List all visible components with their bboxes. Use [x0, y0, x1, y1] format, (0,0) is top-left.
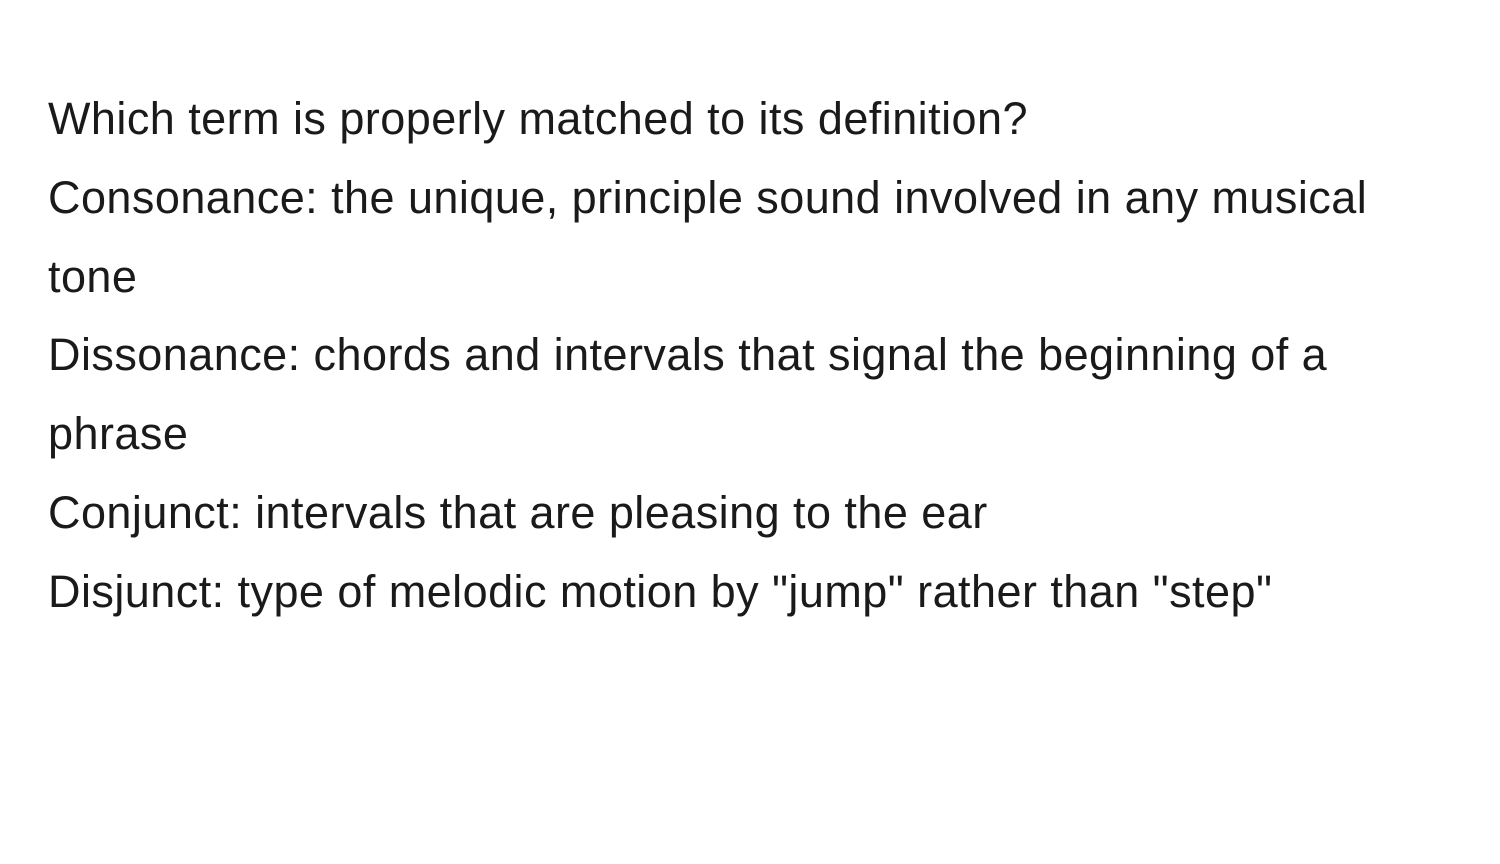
- option-3: Conjunct: intervals that are pleasing to…: [48, 474, 1452, 553]
- question-text: Which term is properly matched to its de…: [48, 80, 1452, 159]
- document-body: Which term is properly matched to its de…: [0, 0, 1500, 631]
- option-1: Consonance: the unique, principle sound …: [48, 159, 1452, 317]
- option-2: Dissonance: chords and intervals that si…: [48, 316, 1452, 474]
- option-4: Disjunct: type of melodic motion by "jum…: [48, 553, 1452, 632]
